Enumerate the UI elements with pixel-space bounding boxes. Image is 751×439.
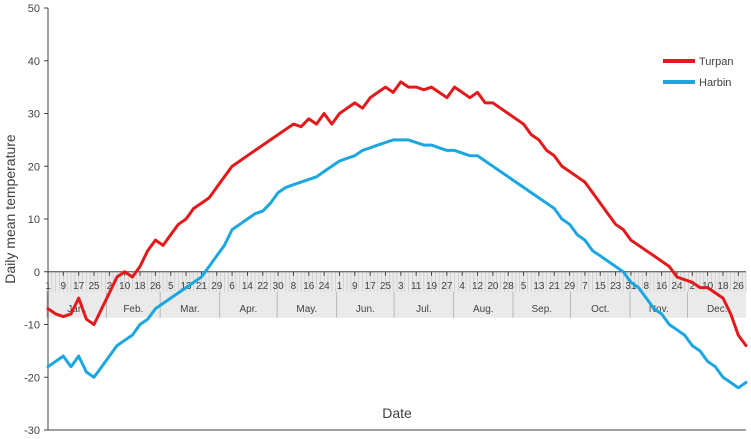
- legend-label-turpan: Turpan: [699, 56, 733, 68]
- legend: Turpan Harbin: [663, 56, 733, 89]
- month-label: Feb.: [123, 304, 143, 315]
- x-tick-label: 10: [119, 281, 131, 292]
- x-tick-label: 26: [150, 281, 162, 292]
- y-tick-label: 40: [28, 56, 40, 68]
- month-label: Jan.: [67, 304, 86, 315]
- x-tick-label: 30: [273, 281, 285, 292]
- x-tick-label: 2: [107, 281, 113, 292]
- x-tick-label: 14: [242, 281, 254, 292]
- x-tick-label: 4: [459, 281, 465, 292]
- x-tick-label: 19: [426, 281, 438, 292]
- y-axis: -30 -20 -10 0 10 20 30 40 50: [24, 3, 746, 437]
- x-axis: 1 9 17 25 2 10 18 26 5 13 21 29 6 14 22 30 8 16 24 1 9 17 25 3 1…: [45, 271, 745, 315]
- month-label: Jul.: [416, 304, 432, 315]
- month-label: Jun.: [356, 304, 375, 315]
- x-tick-label: 12: [472, 281, 484, 292]
- x-tick-label: 20: [487, 281, 499, 292]
- month-label: Sep.: [531, 304, 552, 315]
- x-tick-label: 1: [45, 281, 51, 292]
- y-axis-title: Daily mean temperature: [2, 134, 18, 284]
- x-tick-label: 6: [229, 281, 235, 292]
- y-tick-label: 30: [28, 109, 40, 121]
- y-tick-label: 50: [28, 3, 40, 15]
- series-line-turpan: [46, 80, 748, 348]
- series-line-harbin: [46, 138, 748, 390]
- x-tick-label: 8: [644, 281, 650, 292]
- x-tick-label: 18: [134, 281, 146, 292]
- x-tick-label: 18: [717, 281, 729, 292]
- x-tick-label: 31: [625, 281, 637, 292]
- x-tick-label: 21: [549, 281, 561, 292]
- y-tick-label: -10: [24, 320, 40, 332]
- x-tick-label: 9: [352, 281, 358, 292]
- month-label: Nov.: [649, 304, 669, 315]
- y-tick-label: 10: [28, 214, 40, 226]
- x-tick-label: 5: [521, 281, 527, 292]
- x-tick-label: 29: [564, 281, 576, 292]
- x-tick-label: 9: [61, 281, 67, 292]
- x-tick-label: 22: [257, 281, 269, 292]
- y-tick-label: 0: [34, 267, 40, 279]
- y-tick-label: -30: [24, 425, 40, 437]
- month-label: Aug.: [473, 304, 494, 315]
- y-tick-label: 20: [28, 161, 40, 173]
- legend-label-harbin: Harbin: [699, 77, 731, 89]
- month-label: Apr.: [239, 304, 257, 315]
- x-tick-label: 5: [168, 281, 174, 292]
- month-label: May.: [296, 304, 317, 315]
- x-axis-title: Date: [382, 405, 412, 421]
- x-tick-label: 17: [73, 281, 85, 292]
- y-tick-label: -20: [24, 372, 40, 384]
- month-label: Dec.: [707, 304, 728, 315]
- x-tick-label: 28: [503, 281, 515, 292]
- x-tick-label: 21: [196, 281, 208, 292]
- x-tick-label: 13: [533, 281, 545, 292]
- x-tick-label: 24: [319, 281, 331, 292]
- x-tick-label: 7: [582, 281, 588, 292]
- x-tick-label: 11: [411, 281, 422, 292]
- x-tick-label: 17: [365, 281, 377, 292]
- month-label: Mar.: [180, 304, 199, 315]
- x-tick-label: 25: [380, 281, 392, 292]
- x-tick-label: 3: [398, 281, 404, 292]
- x-tick-label: 1: [337, 281, 343, 292]
- x-tick-label: 15: [595, 281, 607, 292]
- x-axis-band: [46, 271, 747, 318]
- x-tick-label: 24: [671, 281, 683, 292]
- x-tick-label: 16: [656, 281, 668, 292]
- x-tick-label: 29: [211, 281, 223, 292]
- series-layer: [46, 80, 748, 390]
- x-tick-label: 26: [733, 281, 745, 292]
- x-tick-label: 16: [303, 281, 315, 292]
- x-tick-label: 8: [291, 281, 297, 292]
- x-tick-label: 2: [690, 281, 696, 292]
- x-tick-label: 25: [88, 281, 100, 292]
- month-label: Oct.: [591, 304, 609, 315]
- x-tick-label: 27: [441, 281, 453, 292]
- x-tick-label: 23: [610, 281, 622, 292]
